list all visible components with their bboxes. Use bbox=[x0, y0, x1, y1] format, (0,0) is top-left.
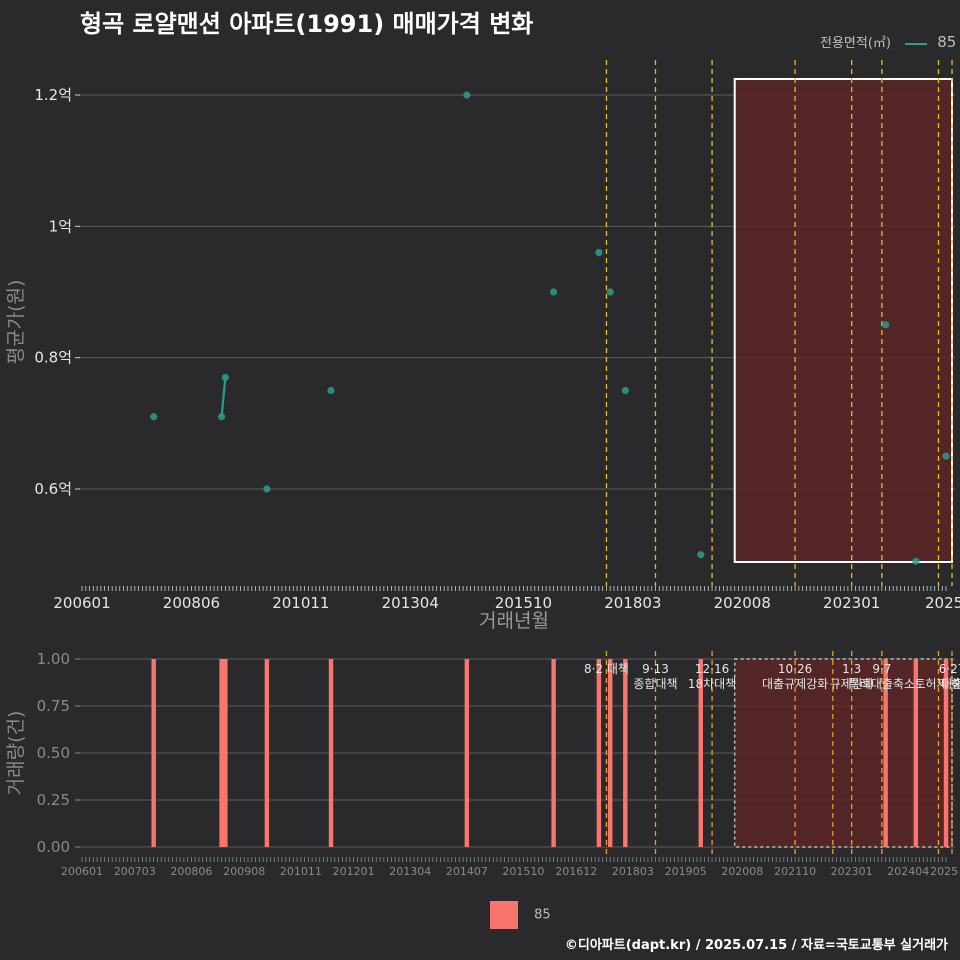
bottom-xtick-label-5: 201201 bbox=[333, 865, 375, 878]
bottom-xtick-label-3: 200908 bbox=[223, 865, 265, 878]
legend-bottom: 85 bbox=[490, 901, 551, 929]
bottom-xtick-label-7: 201407 bbox=[446, 865, 488, 878]
bottom-xtick-label-6: 201304 bbox=[389, 865, 431, 878]
bottom-xtick-label-16: 2025 bbox=[930, 865, 958, 878]
volume-bar-6 bbox=[551, 659, 556, 847]
price-point-11 bbox=[882, 321, 890, 329]
bottom-xtick-label-12: 202008 bbox=[721, 865, 763, 878]
volume-bar-8 bbox=[608, 659, 613, 847]
bottom-ytick-label-0: 0.00 bbox=[37, 838, 70, 856]
volume-bar-5 bbox=[464, 659, 470, 847]
top-xaxis-title: 거래년월 bbox=[479, 610, 549, 632]
volume-bar-7 bbox=[596, 659, 602, 847]
top-xtick-label-8: 2025 bbox=[925, 594, 960, 612]
price-point-4 bbox=[327, 386, 335, 395]
top-ytick-label-2: 1억 bbox=[49, 217, 72, 235]
bottom-xtick-label-13: 202110 bbox=[774, 865, 816, 878]
volume-bar-1 bbox=[219, 659, 224, 847]
policy-annotation-7-1: 대출 bbox=[941, 677, 960, 691]
policy-annotation-2-1: 18차대책 bbox=[688, 676, 736, 691]
chart-title: 형곡 로얄맨션 아파트(1991) 매매가격 변화 bbox=[80, 10, 534, 38]
policy-annotation-5-0: 9·7 bbox=[872, 662, 891, 676]
bottom-xtick-label-9: 201612 bbox=[555, 865, 597, 878]
policy-annotation-2-0: 12·16 bbox=[695, 662, 729, 676]
price-point-5 bbox=[463, 91, 471, 99]
price-point-6 bbox=[550, 288, 558, 296]
bottom-ytick-label-4: 1.00 bbox=[37, 650, 70, 668]
price-point-1 bbox=[217, 413, 226, 421]
volume-bar-11 bbox=[883, 659, 888, 847]
top-ytick-label-1: 0.8억 bbox=[34, 349, 72, 367]
price-point-8 bbox=[606, 288, 614, 296]
bottom-xtick-label-2: 200806 bbox=[170, 865, 212, 878]
price-line-segment-0 bbox=[220, 377, 227, 417]
policy-annotation-4-1: 규제완화 bbox=[830, 677, 874, 691]
price-point-13 bbox=[942, 452, 950, 460]
legend-top-title: 전용면적(㎡) bbox=[820, 36, 891, 51]
top-xtick-label-5: 201803 bbox=[604, 594, 661, 612]
policy-annotation-3-1: 대출규제강화 bbox=[762, 677, 828, 691]
top-xtick-label-3: 201304 bbox=[382, 594, 439, 612]
legend-top: 전용면적(㎡) 85 bbox=[820, 32, 956, 51]
top-xtick-label-1: 200806 bbox=[163, 594, 220, 612]
volume-bar-3 bbox=[264, 659, 270, 847]
top-yaxis-title: 평균가(원) bbox=[5, 280, 27, 365]
bottom-xtick-label-15: 202404 bbox=[887, 865, 929, 878]
bottom-xtick-label-14: 202301 bbox=[831, 865, 873, 878]
bottom-xtick-label-8: 201510 bbox=[502, 865, 544, 878]
policy-annotation-3-0: 10·26 bbox=[778, 662, 812, 676]
volume-bar-9 bbox=[623, 659, 628, 847]
volume-bar-13 bbox=[943, 659, 949, 847]
caption: ©디아파트(dapt.kr) / 2025.07.15 / 자료=국토교통부 실… bbox=[564, 938, 948, 953]
volume-bar-10 bbox=[698, 659, 703, 847]
policy-annotation-4-0: 1·3 bbox=[842, 662, 861, 676]
legend-top-entry: 85 bbox=[937, 33, 957, 51]
top-xtick-label-7: 202301 bbox=[823, 594, 880, 612]
top-xtick-label-2: 201011 bbox=[272, 594, 329, 612]
bottom-xtick-label-11: 201905 bbox=[665, 865, 707, 878]
volume-bar-4 bbox=[328, 659, 334, 847]
bottom-yaxis-title: 거래량(건) bbox=[5, 711, 27, 796]
top-xtick-label-6: 202008 bbox=[714, 594, 771, 612]
price-point-2 bbox=[221, 373, 229, 381]
bottom-ytick-label-2: 0.50 bbox=[37, 744, 70, 762]
top-xtick-label-0: 200601 bbox=[53, 594, 110, 612]
price-point-7 bbox=[595, 249, 603, 257]
price-point-9 bbox=[621, 386, 629, 395]
bottom-ytick-label-1: 0.25 bbox=[37, 791, 70, 809]
volume-bar-12 bbox=[913, 659, 919, 847]
bottom-xtick-label-4: 201011 bbox=[280, 865, 322, 878]
top-highlight-range bbox=[733, 78, 954, 563]
bottom-xtick-label-10: 201803 bbox=[612, 865, 654, 878]
policy-annotation-5-1: 특례대출축소 bbox=[849, 677, 915, 691]
legend-bar-swatch bbox=[490, 901, 518, 929]
price-point-0 bbox=[150, 413, 158, 421]
bottom-xtick-label-1: 200703 bbox=[114, 865, 156, 878]
policy-annotation-6-1: 토허제 해 bbox=[914, 677, 960, 691]
top-ytick-label-3: 1.2억 bbox=[34, 86, 72, 104]
bottom-ytick-label-3: 0.75 bbox=[37, 697, 70, 715]
legend-line-swatch bbox=[905, 42, 928, 45]
policy-annotation-7-0: 6·27 bbox=[939, 662, 960, 676]
policy-annotation-0-0: 8·2 대책 bbox=[584, 661, 629, 676]
volume-bar-2 bbox=[223, 659, 228, 847]
price-point-12 bbox=[912, 557, 920, 565]
policy-annotation-1-1: 종합대책 bbox=[633, 676, 677, 691]
price-point-3 bbox=[263, 485, 271, 493]
volume-bar-0 bbox=[151, 659, 156, 847]
policy-annotation-1-0: 9·13 bbox=[642, 662, 669, 676]
bottom-xtick-label-0: 200601 bbox=[61, 865, 103, 878]
top-ytick-label-0: 0.6억 bbox=[34, 480, 72, 498]
legend-bottom-entry: 85 bbox=[534, 907, 551, 923]
top-xtick-label-4: 201510 bbox=[495, 594, 552, 612]
price-point-10 bbox=[697, 551, 705, 559]
